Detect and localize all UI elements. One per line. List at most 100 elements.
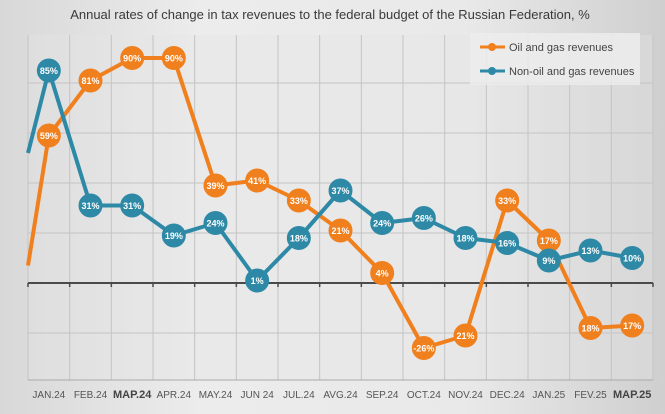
x-tick-label: NOV.24 <box>448 390 483 401</box>
data-label: 37% <box>331 186 349 196</box>
data-point: 90% <box>120 46 145 70</box>
data-point-marker <box>370 211 395 235</box>
data-point: 18% <box>453 226 478 250</box>
x-tick-label: JUL.24 <box>283 390 315 401</box>
data-label: 90% <box>123 54 141 64</box>
data-label: 4% <box>376 269 389 279</box>
x-tick-label: APR.24 <box>157 390 192 401</box>
data-point: 31% <box>78 193 103 218</box>
data-point: -26% <box>411 336 436 360</box>
data-point-marker <box>245 268 270 293</box>
x-tick-label: DEC.24 <box>490 390 525 401</box>
data-label: 33% <box>498 196 516 206</box>
data-point-marker <box>161 46 186 70</box>
data-point: 41% <box>245 168 270 193</box>
x-tick-label: MAP.25 <box>613 389 651 401</box>
x-tick-label: FEV.25 <box>574 390 607 401</box>
x-axis <box>27 282 654 287</box>
data-point: 17% <box>536 228 561 253</box>
data-label: 18% <box>456 234 474 244</box>
data-point: 26% <box>411 206 436 230</box>
data-point: 31% <box>120 193 145 218</box>
x-tick-label: OCT.24 <box>407 390 441 401</box>
data-label: 18% <box>290 234 308 244</box>
legend-label: Oil and gas revenues <box>509 42 613 54</box>
data-point-marker <box>203 211 228 235</box>
data-label: 26% <box>415 214 433 224</box>
data-point-marker <box>495 231 520 255</box>
data-point-marker <box>78 193 103 218</box>
data-point: 81% <box>78 68 103 93</box>
data-point-marker <box>328 218 353 243</box>
x-tick-label: FEB.24 <box>74 390 108 401</box>
data-label: 17% <box>623 321 641 331</box>
data-label: 24% <box>206 219 224 229</box>
data-point-marker <box>620 246 645 270</box>
data-point: 24% <box>203 211 228 235</box>
data-point: 39% <box>203 173 228 198</box>
data-point: 85% <box>36 58 61 83</box>
data-point-marker <box>245 168 270 193</box>
data-point: 90% <box>161 46 186 70</box>
data-point-marker <box>286 226 311 250</box>
data-label: 18% <box>581 324 599 334</box>
x-tick-label: MAY.24 <box>199 390 233 401</box>
data-point: 16% <box>495 231 520 255</box>
series-lines <box>26 56 633 350</box>
data-point: 18% <box>578 316 603 340</box>
data-label: 21% <box>331 226 349 236</box>
legend-swatch-marker <box>488 43 496 51</box>
x-tick-label: JUN 24 <box>240 390 274 401</box>
data-point: 33% <box>495 188 520 213</box>
data-point: 10% <box>620 246 645 270</box>
data-label: 24% <box>373 219 391 229</box>
data-point-marker <box>620 313 645 338</box>
legend-item-non-oil-gas: Non-oil and gas revenues <box>480 66 635 78</box>
legend-item-oil-gas: Oil and gas revenues <box>480 42 613 54</box>
data-point-marker <box>286 188 311 213</box>
x-tick-label: MAP.24 <box>113 389 152 401</box>
data-point-marker <box>161 223 186 248</box>
x-tick-label: SEP.24 <box>366 390 399 401</box>
data-label: 41% <box>248 176 266 186</box>
data-point-marker <box>453 323 478 348</box>
series-line-1 <box>26 68 633 283</box>
data-label: 85% <box>40 66 58 76</box>
data-label: 90% <box>165 54 183 64</box>
data-point: 21% <box>328 218 353 243</box>
data-point-marker <box>78 68 103 93</box>
legend-swatch-marker <box>488 67 496 75</box>
x-tick-label: AVG.24 <box>323 390 358 401</box>
chart-title: Annual rates of change in tax revenues t… <box>70 7 590 22</box>
data-point-marker <box>578 316 603 340</box>
data-point: 9% <box>536 248 561 273</box>
data-point-marker <box>36 123 61 148</box>
data-point-marker <box>536 228 561 253</box>
data-point-marker <box>411 336 436 360</box>
data-point: 37% <box>328 178 353 203</box>
data-label: 16% <box>498 239 516 249</box>
data-point: 4% <box>370 261 395 285</box>
legend: Oil and gas revenues Non-oil and gas rev… <box>470 33 640 85</box>
x-tick-label: JAN.24 <box>32 390 65 401</box>
data-point: 13% <box>578 238 603 263</box>
data-label: 31% <box>81 201 99 211</box>
data-point-marker <box>328 178 353 203</box>
data-label: 13% <box>581 246 599 256</box>
data-point: 17% <box>620 313 645 338</box>
data-label: 21% <box>456 331 474 341</box>
data-point-marker <box>36 58 61 83</box>
data-point-marker <box>411 206 436 230</box>
x-tick-labels: JAN.24 FEB.24 MAP.24 APR.24 MAY.24 JUN 24 JUL.… <box>32 389 651 401</box>
data-point-marker <box>203 173 228 198</box>
data-label: 31% <box>123 201 141 211</box>
data-label: 81% <box>81 76 99 86</box>
x-tick-label: JAN.25 <box>532 390 565 401</box>
data-label: 10% <box>623 254 641 264</box>
data-point: 59% <box>36 123 61 148</box>
data-point: 33% <box>286 188 311 213</box>
data-point: 24% <box>370 211 395 235</box>
data-point-marker <box>370 261 395 285</box>
data-point-marker <box>495 188 520 213</box>
